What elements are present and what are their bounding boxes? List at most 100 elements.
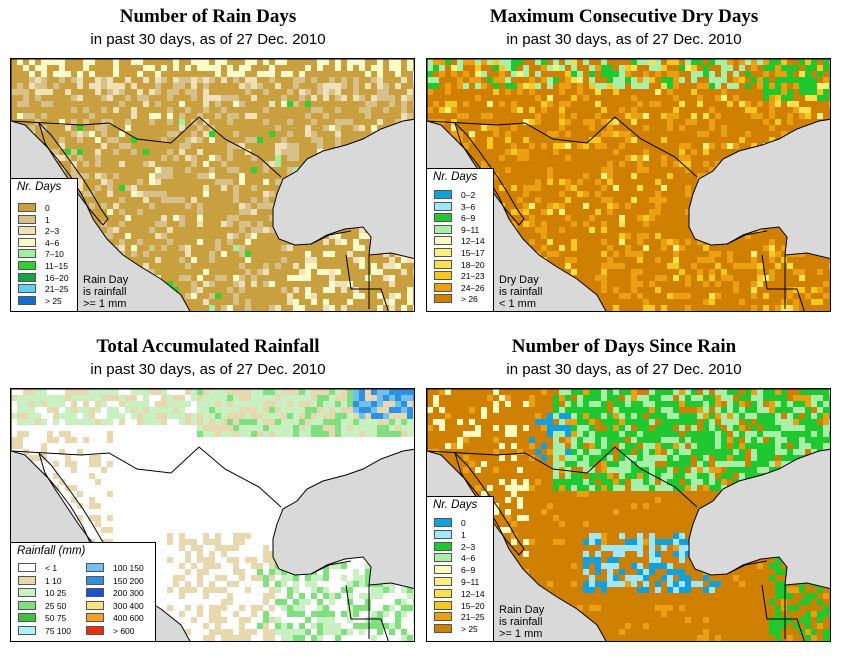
- grid-cell: [245, 203, 251, 209]
- grid-cell: [407, 89, 413, 95]
- grid-cell: [505, 485, 511, 491]
- grid-cell: [113, 71, 119, 77]
- grid-cell: [335, 431, 341, 437]
- grid-cell: [517, 89, 523, 95]
- grid-cell: [631, 65, 637, 71]
- grid-cell: [221, 311, 227, 312]
- grid-cell: [763, 245, 769, 251]
- grid-cell: [365, 599, 371, 605]
- grid-cell: [571, 401, 577, 407]
- grid-cell: [673, 581, 679, 587]
- grid-cell: [493, 401, 499, 407]
- grid-cell: [823, 95, 829, 101]
- grid-cell: [113, 137, 119, 143]
- grid-cell: [167, 557, 173, 563]
- grid-cell: [607, 461, 613, 467]
- grid-cell: [185, 203, 191, 209]
- grid-cell: [389, 623, 395, 629]
- grid-cell: [667, 587, 673, 593]
- grid-cell: [667, 395, 673, 401]
- grid-cell: [335, 65, 341, 71]
- grid-cell: [149, 89, 155, 95]
- grid-cell: [763, 65, 769, 71]
- grid-cell: [763, 467, 769, 473]
- grid-cell: [793, 83, 799, 89]
- grid-cell: [341, 305, 347, 311]
- grid-cell: [793, 101, 799, 107]
- legend-label: 21–25: [45, 284, 69, 295]
- grid-cell: [823, 425, 829, 431]
- grid-cell: [59, 77, 65, 83]
- grid-cell: [377, 311, 383, 312]
- grid-cell: [661, 539, 667, 545]
- grid-cell: [667, 479, 673, 485]
- grid-cell: [305, 275, 311, 281]
- grid-cell: [341, 431, 347, 437]
- grid-cell: [95, 389, 101, 395]
- grid-cell: [691, 437, 697, 443]
- grid-cell: [541, 221, 547, 227]
- grid-cell: [377, 389, 383, 395]
- grid-cell: [203, 95, 209, 101]
- grid-cell: [745, 131, 751, 137]
- grid-cell: [805, 443, 811, 449]
- grid-cell: [179, 113, 185, 119]
- grid-cell: [365, 563, 371, 569]
- grid-cell: [359, 59, 365, 65]
- grid-cell: [607, 179, 613, 185]
- grid-cell: [287, 71, 293, 77]
- grid-cell: [511, 641, 517, 642]
- grid-cell: [359, 581, 365, 587]
- grid-cell: [493, 467, 499, 473]
- grid-cell: [775, 629, 781, 635]
- grid-cell: [377, 593, 383, 599]
- grid-cell: [631, 95, 637, 101]
- grid-cell: [625, 473, 631, 479]
- grid-cell: [511, 479, 517, 485]
- grid-cell: [541, 107, 547, 113]
- grid-cell: [655, 425, 661, 431]
- grid-cell: [583, 467, 589, 473]
- grid-cell: [445, 59, 451, 65]
- grid-cell: [781, 389, 787, 395]
- grid-cell: [679, 485, 685, 491]
- grid-cell: [583, 173, 589, 179]
- grid-cell: [559, 431, 565, 437]
- grid-cell: [365, 233, 371, 239]
- grid-cell: [703, 587, 709, 593]
- grid-cell: [161, 395, 167, 401]
- grid-cell: [787, 95, 793, 101]
- grid-cell: [311, 95, 317, 101]
- grid-cell: [401, 611, 407, 617]
- grid-cell: [733, 431, 739, 437]
- grid-cell: [673, 545, 679, 551]
- grid-cell: [209, 587, 215, 593]
- grid-cell: [541, 419, 547, 425]
- grid-cell: [559, 389, 565, 395]
- grid-cell: [613, 479, 619, 485]
- grid-cell: [251, 227, 257, 233]
- grid-cell: [679, 77, 685, 83]
- grid-cell: [305, 89, 311, 95]
- grid-cell: [781, 257, 787, 263]
- grid-cell: [311, 311, 317, 312]
- grid-cell: [365, 593, 371, 599]
- grid-cell: [505, 509, 511, 515]
- grid-cell: [709, 587, 715, 593]
- grid-cell: [377, 269, 383, 275]
- grid-cell: [401, 101, 407, 107]
- grid-cell: [353, 287, 359, 293]
- grid-cell: [293, 143, 299, 149]
- grid-cell: [601, 251, 607, 257]
- grid-cell: [769, 275, 775, 281]
- grid-cell: [221, 179, 227, 185]
- grid-cell: [751, 305, 757, 311]
- grid-cell: [221, 107, 227, 113]
- grid-cell: [191, 413, 197, 419]
- grid-cell: [281, 137, 287, 143]
- grid-cell: [311, 107, 317, 113]
- grid-cell: [191, 395, 197, 401]
- grid-cell: [727, 251, 733, 257]
- legend-label: 16–20: [45, 272, 69, 283]
- grid-cell: [475, 467, 481, 473]
